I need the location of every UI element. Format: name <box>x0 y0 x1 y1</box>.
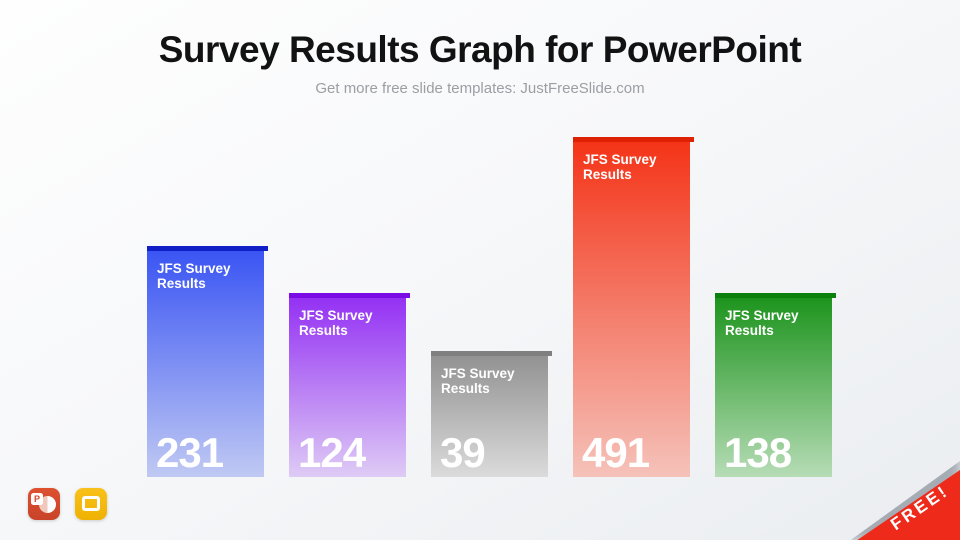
google-slides-frame-shape <box>82 496 100 511</box>
page-title: Survey Results Graph for PowerPoint <box>158 29 802 70</box>
powerpoint-icon[interactable]: P <box>28 488 60 520</box>
bar-label: JFS Survey Results <box>299 308 373 338</box>
bar-cap <box>147 246 268 251</box>
bar-value: 124 <box>298 429 366 476</box>
bar-value: 138 <box>724 429 792 476</box>
slide-header: Survey Results Graph for PowerPoint Get … <box>0 0 960 97</box>
bar-body <box>573 142 690 477</box>
bar: JFS Survey Results 491 <box>573 137 694 477</box>
powerpoint-pie-shape <box>39 496 56 513</box>
bar-cap <box>573 137 694 142</box>
bar-value: 231 <box>156 429 224 476</box>
bar-label: JFS Survey Results <box>157 261 231 291</box>
bar-body <box>715 298 832 477</box>
bar-value: 491 <box>582 429 650 476</box>
bar: JFS Survey Results 39 <box>431 351 552 477</box>
page-subtitle: Get more free slide templates: JustFreeS… <box>315 79 645 97</box>
bar: JFS Survey Results 138 <box>715 293 836 477</box>
bar-body <box>147 251 264 477</box>
bar-body <box>431 356 548 477</box>
powerpoint-letter: P <box>31 493 43 505</box>
bar-label: JFS Survey Results <box>583 152 657 182</box>
bar-body <box>289 298 406 477</box>
bar: JFS Survey Results 124 <box>289 293 410 477</box>
bar-value: 39 <box>440 429 486 476</box>
bar-cap <box>431 351 552 356</box>
google-slides-icon[interactable] <box>75 488 107 520</box>
bar: JFS Survey Results 231 <box>147 246 268 477</box>
bar-label: JFS Survey Results <box>725 308 799 338</box>
free-ribbon: FREE! <box>830 440 960 540</box>
footer-app-icons: P <box>28 488 107 520</box>
bar-cap <box>715 293 836 298</box>
bar-cap <box>289 293 410 298</box>
bar-label: JFS Survey Results <box>441 366 515 396</box>
